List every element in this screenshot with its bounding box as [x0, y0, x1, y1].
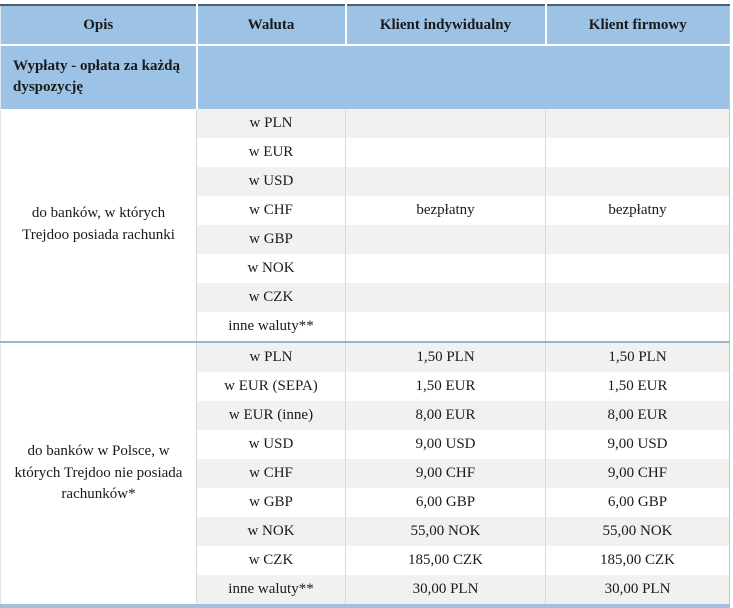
document-page: Opis Waluta Klient indywidualny Klient f…: [0, 4, 730, 608]
section-title: Wypłaty - opłata za każdą dyspozycję: [0, 45, 197, 109]
business-value-cell: 6,00 GBP: [545, 488, 730, 517]
header-individual: Klient indywidualny: [344, 5, 546, 46]
table-row: w EUR (SEPA) 1,50 EUR 1,50 EUR: [1, 372, 730, 401]
individual-value-cell: 6,00 GBP: [345, 488, 546, 517]
table-row: w CHF 9,00 CHF 9,00 CHF: [1, 459, 730, 488]
business-value-cell: 185,00 CZK: [545, 546, 730, 575]
individual-value-cell: 185,00 CZK: [345, 546, 546, 575]
currency-cell: inne waluty**: [196, 312, 346, 342]
individual-value-cell: [345, 167, 546, 196]
business-value-cell: [545, 312, 730, 342]
currency-cell: w CHF: [196, 459, 346, 488]
currency-cell: w PLN: [196, 109, 346, 138]
currency-cell: w EUR (inne): [196, 401, 346, 430]
table-row: w CHF bezpłatny bezpłatny: [1, 196, 730, 225]
currency-cell: w NOK: [196, 254, 346, 283]
individual-value-cell: 8,00 EUR: [345, 401, 546, 430]
section-filler: [195, 45, 730, 109]
business-value-cell: bezpłatny: [545, 196, 730, 225]
business-value-cell: [545, 138, 730, 167]
business-value-cell: [545, 283, 730, 312]
table-row: w EUR (inne) 8,00 EUR 8,00 EUR: [1, 401, 730, 430]
currency-cell: w CZK: [196, 546, 346, 575]
table-row: w CZK: [1, 283, 730, 312]
individual-value-cell: 9,00 USD: [345, 430, 546, 459]
table-row: w USD: [1, 167, 730, 196]
section-row: Wypłaty - opłata za każdą dyspozycję: [0, 45, 730, 109]
individual-value-cell: 9,00 CHF: [345, 459, 546, 488]
individual-value-cell: [345, 109, 546, 138]
business-value-cell: 9,00 CHF: [545, 459, 730, 488]
block-description: do banków, w których Trejdoo posiada rac…: [0, 109, 197, 342]
header-business: Klient firmowy: [544, 5, 730, 46]
individual-value-cell: 55,00 NOK: [345, 517, 546, 546]
business-value-cell: 30,00 PLN: [545, 575, 730, 606]
business-value-cell: [545, 109, 730, 138]
individual-value-cell: bezpłatny: [345, 196, 546, 225]
business-value-cell: 8,00 EUR: [545, 401, 730, 430]
individual-value-cell: 1,50 EUR: [345, 372, 546, 401]
business-value-cell: 9,00 USD: [545, 430, 730, 459]
individual-value-cell: [345, 225, 546, 254]
currency-cell: w GBP: [196, 488, 346, 517]
business-value-cell: [545, 167, 730, 196]
individual-value-cell: [345, 254, 546, 283]
currency-cell: w NOK: [196, 517, 346, 546]
business-value-cell: 1,50 EUR: [545, 372, 730, 401]
business-value-cell: 1,50 PLN: [545, 341, 730, 372]
currency-cell: w CZK: [196, 283, 346, 312]
table-row: w USD 9,00 USD 9,00 USD: [1, 430, 730, 459]
individual-value-cell: 30,00 PLN: [345, 575, 546, 606]
currency-cell: w USD: [196, 167, 346, 196]
table-row: w NOK: [1, 254, 730, 283]
business-value-cell: [545, 225, 730, 254]
business-value-cell: 55,00 NOK: [545, 517, 730, 546]
header-row: Opis Waluta Klient indywidualny Klient f…: [0, 5, 730, 46]
currency-cell: w EUR (SEPA): [196, 372, 346, 401]
table-row: do banków, w których Trejdoo posiada rac…: [0, 109, 730, 342]
header-waluta: Waluta: [195, 5, 346, 46]
table-row: w GBP 6,00 GBP 6,00 GBP: [1, 488, 730, 517]
block-description: do banków w Polsce, w których Trejdoo ni…: [0, 341, 197, 606]
table-row: inne waluty**: [1, 312, 730, 342]
header-opis: Opis: [0, 5, 197, 46]
table-row: do banków w Polsce, w których Trejdoo ni…: [0, 341, 730, 606]
currency-cell: w USD: [196, 430, 346, 459]
fee-table: Opis Waluta Klient indywidualny Klient f…: [0, 4, 730, 608]
table-row: w GBP: [1, 225, 730, 254]
business-value-cell: [545, 254, 730, 283]
currency-cell: inne waluty**: [196, 575, 346, 606]
currency-cell: w EUR: [196, 138, 346, 167]
currency-cell: w PLN: [196, 341, 346, 372]
individual-value-cell: 1,50 PLN: [345, 341, 546, 372]
individual-value-cell: [345, 312, 546, 342]
currency-cell: w CHF: [196, 196, 346, 225]
table-row: w EUR: [1, 138, 730, 167]
table-row: w NOK 55,00 NOK 55,00 NOK: [1, 517, 730, 546]
currency-cell: w GBP: [196, 225, 346, 254]
individual-value-cell: [345, 138, 546, 167]
individual-value-cell: [345, 283, 546, 312]
